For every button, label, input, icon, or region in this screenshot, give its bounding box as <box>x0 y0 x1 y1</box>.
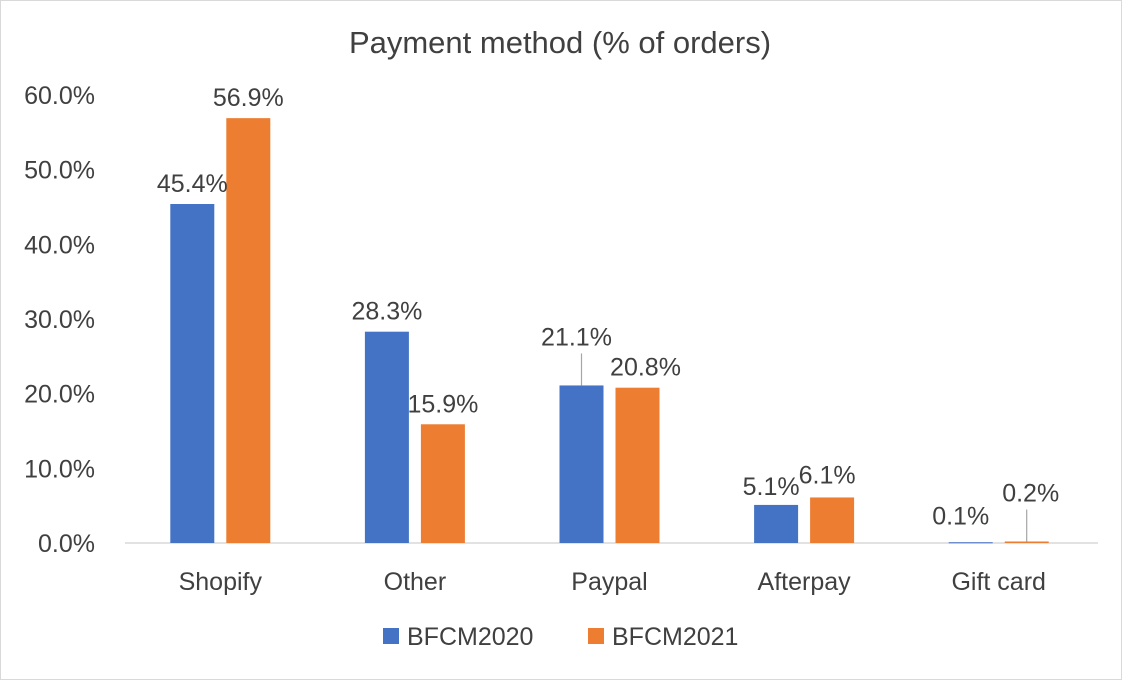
bar-bfcm2020-shopify <box>170 204 215 543</box>
category-label: Afterpay <box>758 568 852 596</box>
y-tick-label: 40.0% <box>24 231 95 259</box>
y-axis-ticks: 0.0% 10.0% 20.0% 30.0% 40.0% 50.0% 60.0% <box>24 82 95 558</box>
bar-bfcm2021-paypal <box>615 387 660 543</box>
bar-bfcm2020-other <box>364 331 409 543</box>
legend-label: BFCM2021 <box>612 623 738 651</box>
legend-label: BFCM2020 <box>407 623 533 651</box>
y-tick-label: 20.0% <box>24 381 95 409</box>
category-label: Other <box>384 568 447 596</box>
category-label: Paypal <box>571 568 647 596</box>
chart-title: Payment method (% of orders) <box>349 25 771 60</box>
legend-swatch <box>383 628 399 644</box>
y-tick-label: 10.0% <box>24 455 95 483</box>
data-label: 20.8% <box>610 354 681 382</box>
bar-bfcm2020-afterpay <box>754 504 799 543</box>
bar-bfcm2020-paypal <box>559 385 604 543</box>
y-tick-label: 50.0% <box>24 157 95 185</box>
bars <box>170 118 1049 544</box>
data-label: 5.1% <box>743 473 800 501</box>
y-tick-label: 0.0% <box>38 530 95 558</box>
data-label: 6.1% <box>799 461 856 489</box>
data-label: 15.9% <box>407 390 478 418</box>
bar-bfcm2021-shopify <box>226 118 271 543</box>
data-label: 0.1% <box>932 502 989 530</box>
bar-bfcm2021-gift-card <box>1004 541 1049 543</box>
data-label: 56.9% <box>213 84 284 112</box>
legend: BFCM2020 BFCM2021 <box>383 623 738 651</box>
data-label: 28.3% <box>351 298 422 326</box>
category-labels: Shopify Other Paypal Afterpay Gift card <box>179 568 1046 596</box>
bar-bfcm2021-other <box>420 424 465 543</box>
legend-swatch <box>588 628 604 644</box>
category-label: Gift card <box>951 568 1045 596</box>
data-label: 45.4% <box>157 170 228 198</box>
y-tick-label: 60.0% <box>24 82 95 110</box>
category-label: Shopify <box>179 568 263 596</box>
data-label: 21.1% <box>541 323 612 351</box>
bar-bfcm2020-gift-card <box>948 542 993 544</box>
y-tick-label: 30.0% <box>24 306 95 334</box>
data-labels: 45.4% 56.9% 28.3% 15.9% 21.1% 20.8% 5.1% 6.1% 0.… <box>157 84 1059 530</box>
leader-lines <box>580 353 1028 542</box>
data-label: 0.2% <box>1002 480 1059 508</box>
bar-bfcm2021-afterpay <box>810 497 855 543</box>
